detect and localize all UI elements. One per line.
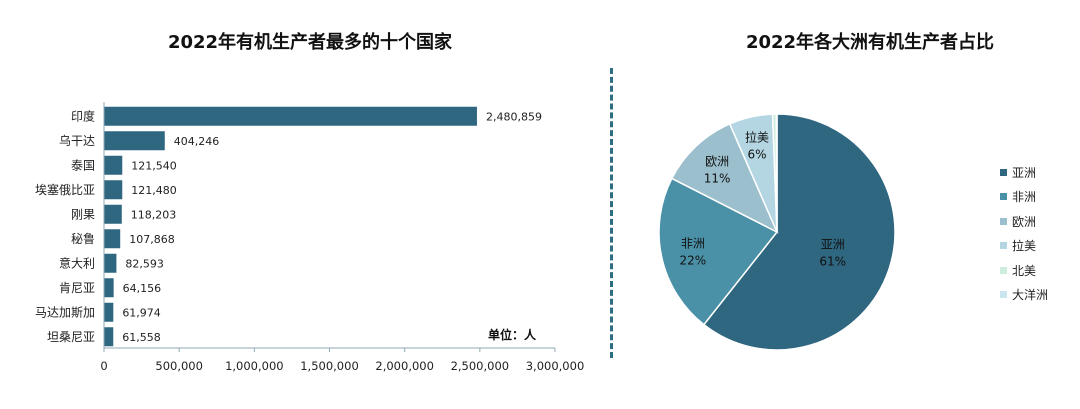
legend-label: 非洲 [1012,190,1037,205]
legend-swatch [1000,168,1007,176]
legend-label: 大洋洲 [1012,288,1049,303]
bar [104,253,117,273]
slice-percent-label: 61% [819,254,846,268]
bar [104,229,121,249]
slice-category-label: 欧洲 [705,154,729,168]
x-tick-label: 0 [100,359,107,373]
slice-percent-label: 11% [704,171,731,185]
x-tick-label: 1,000,000 [225,359,284,373]
bar [104,302,114,322]
bar [104,204,122,224]
legend-item: 北美 [1000,258,1048,283]
category-label: 意大利 [59,255,95,270]
bar-value-label: 2,480,859 [486,110,542,123]
slice-category-label: 亚洲 [821,237,845,251]
bar [104,278,114,298]
legend-label: 拉美 [1012,239,1037,254]
legend-swatch [1000,193,1007,201]
category-label: 肯尼亚 [59,281,95,295]
bar-value-label: 404,246 [174,135,220,148]
legend-swatch [1000,217,1007,225]
legend-item: 拉美 [1000,234,1048,259]
pie-slice [702,113,896,351]
bar-value-label: 121,540 [131,159,177,172]
bar [104,327,114,347]
x-tick-label: 1,500,000 [300,359,359,373]
slice-percent-label: 22% [680,253,707,267]
bar-value-label: 107,868 [129,233,175,246]
legend-swatch [1000,266,1007,274]
x-tick-label: 3,000,000 [526,359,585,373]
category-label: 秘鲁 [71,232,95,246]
pie-slice [775,113,778,233]
legend-label: 亚洲 [1012,165,1037,180]
bar-value-label: 61,974 [122,306,161,319]
legend-item: 欧洲 [1000,209,1048,234]
bar-value-label: 64,156 [123,282,161,295]
category-label: 乌干达 [59,133,95,148]
bar-chart: 印度 2,480,859 乌干达 404,246 泰国 121,540 埃塞俄比亚 121,4… [35,102,585,373]
category-label: 埃塞俄比亚 [35,182,95,197]
bar-chart-title: 2022年有机生产者最多的十个国家 [167,32,453,53]
slice-percent-label: 6% [747,148,766,162]
bar [104,155,123,175]
legend-item: 大洋洲 [1000,283,1048,308]
dashed-divider [610,68,613,358]
bar-value-label: 82,593 [125,257,163,270]
unit-label: 单位：人 [488,328,537,342]
legend-label: 欧洲 [1012,214,1037,229]
legend-label: 北美 [1012,263,1037,278]
bar [104,106,477,126]
slice-category-label: 拉美 [745,130,769,145]
x-tick-label: 2,000,000 [375,359,434,373]
x-tick-label: 2,500,000 [451,359,510,373]
category-label: 坦桑尼亚 [47,330,95,344]
category-label: 马达加斯加 [35,305,95,319]
bar-value-label: 118,203 [131,208,177,221]
pie-slice [670,122,779,234]
category-label: 印度 [71,108,95,123]
slice-category-label: 非洲 [681,236,705,250]
legend-item: 亚洲 [1000,160,1048,185]
legend-swatch [1000,291,1007,299]
pie-slice [658,177,779,326]
bar [104,180,123,200]
x-tick-label: 500,000 [155,359,203,373]
bar [104,131,165,151]
bar-value-label: 121,480 [131,184,177,197]
legend-item: 非洲 [1000,185,1048,210]
pie-chart-title: 2022年各大洲有机生产者占比 [745,32,995,53]
legend-swatch [1000,242,1007,250]
bar-value-label: 61,558 [122,331,160,344]
category-label: 刚果 [71,207,95,221]
category-label: 泰国 [71,158,95,172]
pie-legend: 亚洲非洲欧洲拉美北美大洋洲 [1000,160,1048,307]
